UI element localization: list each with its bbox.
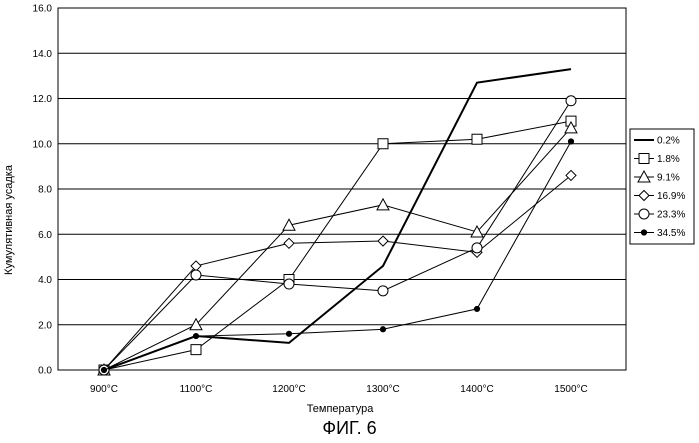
legend-item: 1.8% bbox=[634, 154, 680, 166]
legend: 0.2% 1.8% 9.1% 16.9% 23.3% 34.5% bbox=[630, 129, 694, 244]
series-23.3% bbox=[99, 96, 576, 375]
series-line bbox=[104, 101, 571, 370]
series-line bbox=[104, 128, 571, 370]
y-tick-label: 10.0 bbox=[33, 139, 53, 150]
plot-area bbox=[58, 8, 626, 370]
legend-item: 23.3% bbox=[634, 209, 685, 221]
data-point-square bbox=[472, 134, 482, 144]
data-point-circle bbox=[472, 243, 482, 253]
legend-label: 0.2% bbox=[657, 136, 680, 147]
x-tick-label: 900°C bbox=[90, 384, 118, 395]
y-tick-label: 16.0 bbox=[33, 4, 53, 15]
x-tick-label: 1400°C bbox=[460, 384, 493, 395]
data-point-square bbox=[639, 154, 649, 164]
series-layer bbox=[98, 69, 577, 375]
x-tick-label: 1200°C bbox=[272, 384, 305, 395]
y-axis-title: Кумулятивная усадка bbox=[3, 164, 15, 275]
legend-label: 34.5% bbox=[657, 228, 685, 239]
figure-caption: ФИГ. 6 bbox=[0, 418, 699, 439]
y-tick-label: 8.0 bbox=[38, 185, 52, 196]
data-point-filled-circle bbox=[641, 230, 646, 235]
y-tick-label: 12.0 bbox=[33, 94, 53, 105]
data-point-diamond bbox=[378, 236, 388, 246]
y-axis-ticks: 0.0 2.0 4.0 6.0 8.0 10.0 12.0 14.0 16.0 bbox=[33, 4, 53, 377]
data-point-circle bbox=[566, 96, 576, 106]
x-tick-label: 1100°C bbox=[180, 384, 213, 395]
data-point-filled-circle bbox=[193, 333, 198, 338]
data-point-diamond bbox=[284, 238, 294, 248]
data-point-triangle bbox=[377, 199, 389, 210]
series-34.5% bbox=[101, 139, 573, 373]
x-axis-title: Температура bbox=[307, 403, 375, 415]
data-point-circle bbox=[639, 209, 649, 219]
legend-label: 9.1% bbox=[657, 173, 680, 184]
legend-label: 1.8% bbox=[657, 154, 680, 165]
data-point-filled-circle bbox=[568, 139, 573, 144]
x-tick-label: 1300°C bbox=[366, 384, 399, 395]
data-point-filled-circle bbox=[380, 327, 385, 332]
series-line bbox=[104, 121, 571, 370]
data-point-circle bbox=[378, 286, 388, 296]
data-point-square bbox=[191, 345, 201, 355]
series-9.1% bbox=[98, 122, 577, 375]
data-point-filled-circle bbox=[286, 331, 291, 336]
legend-label: 16.9% bbox=[657, 191, 685, 202]
data-point-filled-circle bbox=[101, 367, 106, 372]
data-point-square bbox=[378, 139, 388, 149]
y-tick-label: 6.0 bbox=[38, 230, 52, 241]
data-point-circle bbox=[284, 279, 294, 289]
series-line bbox=[104, 175, 571, 370]
x-tick-label: 1500°C bbox=[554, 384, 587, 395]
y-tick-label: 4.0 bbox=[38, 275, 52, 286]
data-point-circle bbox=[191, 270, 201, 280]
data-point-filled-circle bbox=[474, 306, 479, 311]
y-tick-label: 2.0 bbox=[38, 320, 52, 331]
series-1.8% bbox=[99, 116, 576, 375]
y-tick-label: 14.0 bbox=[33, 49, 53, 60]
legend-label: 23.3% bbox=[657, 210, 685, 221]
x-axis-ticks: 900°C 1100°C 1200°C 1300°C 1400°C 1500°C bbox=[90, 384, 588, 395]
y-tick-label: 0.0 bbox=[38, 366, 52, 377]
